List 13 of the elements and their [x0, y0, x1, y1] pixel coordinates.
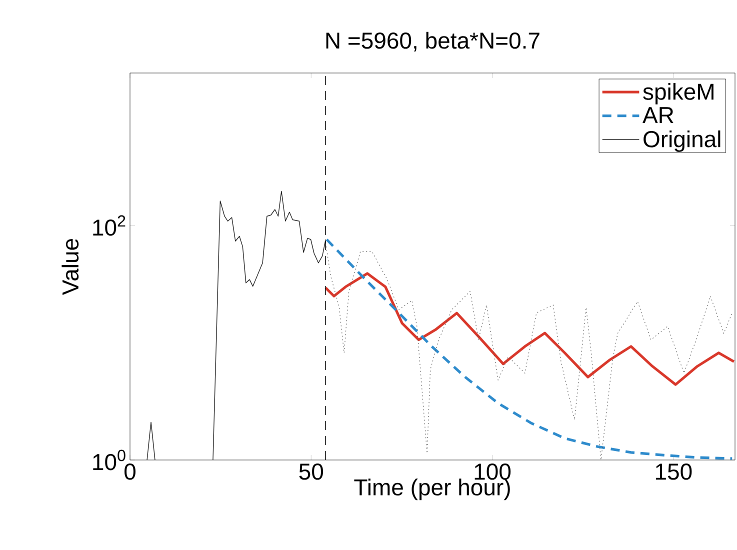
- legend-label: AR: [642, 107, 674, 123]
- y-tick-label: 10$^{0}$: [93, 450, 126, 470]
- legend-label: Original: [644, 130, 720, 152]
- chart-title: N =5960, beta*N=0.7: [326, 32, 540, 52]
- x-tick-label: 50: [299, 464, 324, 480]
- x-tick-label: 150: [656, 464, 692, 480]
- y-tick-label: 10$^{2}$: [93, 215, 126, 236]
- legend-label: spikeM: [643, 82, 714, 104]
- y-axis-title: Value: [62, 238, 79, 295]
- x-tick-label: 0: [124, 464, 136, 480]
- x-axis-title: Time (per hour): [354, 478, 510, 500]
- x-tick-label: 100: [474, 464, 511, 480]
- line-series: [324, 272, 736, 386]
